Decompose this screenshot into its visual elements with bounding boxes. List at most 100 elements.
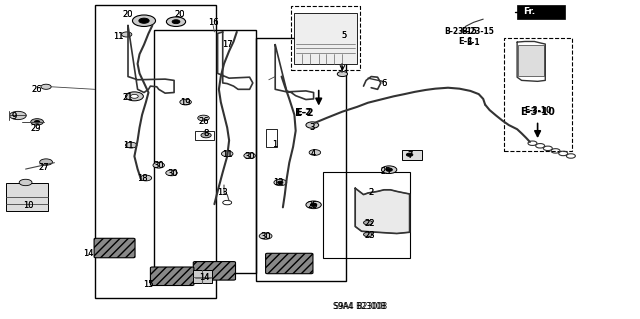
Text: 30: 30: [244, 152, 255, 161]
Text: 18: 18: [137, 174, 147, 183]
Polygon shape: [355, 188, 410, 234]
Text: 20: 20: [123, 10, 133, 19]
Text: 20: 20: [174, 10, 184, 19]
Text: 25: 25: [307, 201, 317, 210]
Circle shape: [125, 92, 143, 101]
Circle shape: [35, 121, 40, 123]
Text: E-3-10: E-3-10: [524, 106, 551, 115]
Text: 23: 23: [365, 231, 375, 240]
Circle shape: [139, 18, 149, 23]
Circle shape: [309, 150, 321, 155]
Text: 14: 14: [200, 273, 210, 282]
Circle shape: [131, 94, 138, 98]
Text: 14: 14: [200, 273, 210, 282]
Text: 10: 10: [24, 201, 34, 210]
Text: 26: 26: [198, 117, 209, 126]
Bar: [193, 270, 212, 283]
Circle shape: [310, 203, 317, 206]
Text: 11: 11: [222, 150, 232, 159]
Text: E-1: E-1: [458, 37, 474, 46]
Circle shape: [172, 20, 180, 24]
Text: 13: 13: [218, 189, 228, 197]
Text: 26: 26: [198, 117, 209, 126]
Text: 20: 20: [123, 10, 133, 19]
Circle shape: [140, 175, 152, 181]
Text: 15: 15: [143, 280, 154, 289]
Text: 11: 11: [123, 141, 133, 150]
Text: S9A4  B2300B: S9A4 B2300B: [333, 302, 387, 311]
Text: 4: 4: [311, 149, 316, 158]
Circle shape: [244, 153, 255, 159]
Text: 19: 19: [180, 98, 191, 107]
Circle shape: [259, 233, 272, 239]
Text: S9A4 B2300B: S9A4 B2300B: [334, 302, 385, 311]
Text: E-2: E-2: [296, 108, 312, 117]
Circle shape: [31, 119, 44, 125]
Text: Fr.: Fr.: [524, 7, 536, 17]
FancyBboxPatch shape: [150, 267, 194, 286]
Text: 7: 7: [407, 151, 412, 160]
Text: 14: 14: [83, 249, 93, 258]
Text: 19: 19: [180, 98, 191, 107]
Text: 23: 23: [365, 231, 375, 240]
Text: 17: 17: [222, 40, 232, 49]
Text: E-2: E-2: [294, 108, 314, 118]
Text: E-1: E-1: [466, 38, 479, 47]
Text: 4: 4: [311, 149, 316, 158]
Circle shape: [153, 162, 164, 168]
Bar: [518, 45, 544, 76]
Text: 30: 30: [260, 232, 271, 241]
Text: 21: 21: [123, 93, 133, 102]
Circle shape: [10, 111, 26, 120]
Text: 30: 30: [154, 161, 164, 170]
Circle shape: [386, 168, 392, 171]
Text: 30: 30: [260, 232, 271, 241]
Text: 27: 27: [38, 163, 49, 172]
Text: 27: 27: [38, 163, 49, 172]
Text: 12: 12: [273, 178, 284, 187]
FancyBboxPatch shape: [266, 253, 313, 274]
Text: 26: 26: [32, 85, 42, 94]
Circle shape: [381, 166, 397, 174]
Circle shape: [364, 232, 372, 237]
Circle shape: [198, 115, 209, 121]
Bar: [504, 38, 572, 151]
Text: 11: 11: [113, 32, 124, 41]
Text: 21: 21: [123, 93, 133, 102]
Text: 18: 18: [137, 174, 147, 183]
Text: 8: 8: [204, 130, 209, 138]
Text: 30: 30: [244, 152, 255, 161]
Bar: [291, 6, 360, 70]
Text: 3: 3: [310, 123, 315, 132]
Text: 15: 15: [143, 280, 154, 289]
Text: 17: 17: [222, 40, 232, 49]
Circle shape: [221, 151, 233, 157]
Text: 2: 2: [369, 189, 374, 197]
Text: 30: 30: [154, 161, 164, 170]
Text: 11: 11: [113, 32, 124, 41]
Circle shape: [166, 170, 177, 176]
Text: 16: 16: [208, 18, 218, 27]
FancyBboxPatch shape: [193, 262, 236, 280]
Circle shape: [40, 159, 52, 165]
Circle shape: [125, 142, 137, 148]
Text: 25: 25: [307, 201, 317, 210]
Text: 22: 22: [365, 219, 375, 228]
Text: 9: 9: [12, 112, 17, 121]
Text: 5: 5: [342, 31, 347, 40]
Circle shape: [406, 153, 413, 156]
Text: 30: 30: [168, 169, 178, 178]
Text: 25: 25: [380, 167, 390, 176]
Bar: [195, 131, 214, 140]
Text: 1: 1: [273, 140, 278, 149]
Circle shape: [364, 220, 372, 225]
Text: 6: 6: [381, 79, 387, 88]
Circle shape: [337, 71, 348, 77]
Circle shape: [166, 17, 186, 26]
FancyBboxPatch shape: [94, 238, 135, 258]
Circle shape: [306, 122, 319, 128]
Text: 3: 3: [310, 123, 315, 132]
Circle shape: [19, 179, 32, 186]
Bar: [266, 129, 277, 147]
Text: 12: 12: [273, 178, 284, 187]
